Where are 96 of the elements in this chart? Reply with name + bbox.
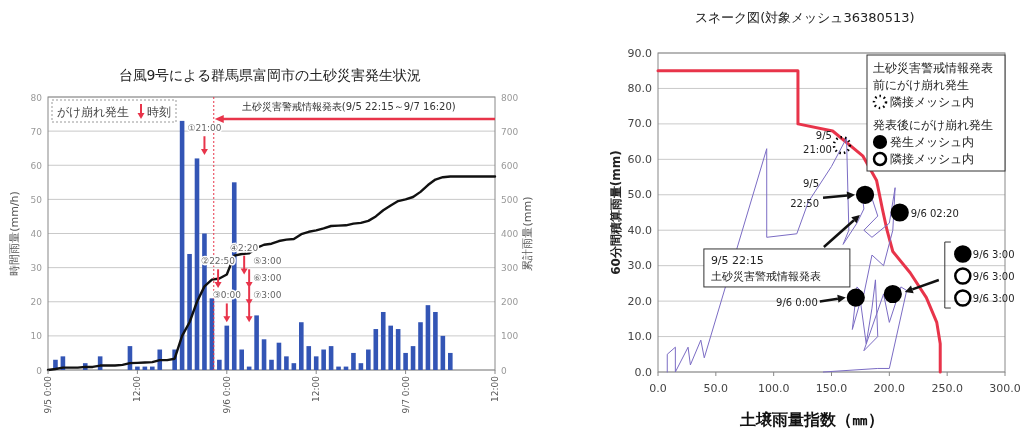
chart-title: 台風9号による群馬県富岡市の土砂災害発生状況 <box>118 67 422 83</box>
bar <box>388 325 393 370</box>
y-tick-label: 50.0 <box>627 188 652 202</box>
annotation: ⑦3:00 <box>253 290 282 301</box>
annotation: 9/5 22:50 <box>790 177 820 209</box>
point <box>890 203 909 222</box>
bar <box>403 352 408 370</box>
y-axis-title: 時間雨量(mm/h) <box>8 191 21 276</box>
annotation: ⑤3:00 <box>253 256 282 267</box>
y-axis-title: 60分間積算雨量(mm) <box>609 150 623 275</box>
x-tick-label: 50.0 <box>703 382 729 395</box>
bar <box>448 352 453 370</box>
x-tick-label: 12:00 <box>490 375 500 402</box>
bar <box>313 356 319 370</box>
line-series <box>46 175 497 372</box>
y-tick-label: 10.0 <box>627 330 652 344</box>
y2-tick-label: 100 <box>501 331 519 342</box>
y-tick-label: 30.0 <box>627 259 652 273</box>
annotation: 土砂災害警戒情報発表前にがけ崩れ発生 <box>873 61 993 92</box>
y-tick-label: 60 <box>30 160 43 171</box>
bar <box>418 322 423 370</box>
y2-tick-label: 0 <box>501 365 507 376</box>
x-tick-label: 250.0 <box>931 382 963 395</box>
bar <box>217 359 222 370</box>
legend-label: 隣接メッシュ内 <box>890 95 974 109</box>
y-tick-label: 10 <box>30 331 43 342</box>
y2-tick-label: 800 <box>501 92 519 103</box>
y-tick-label: 70.0 <box>627 117 652 131</box>
annotation: 発表後にがけ崩れ発生 <box>873 118 993 132</box>
y-tick-label: 20 <box>30 297 43 308</box>
y-tick-label: 40 <box>30 229 43 239</box>
x-tick-label: 300.0 <box>989 382 1021 395</box>
y-tick-label: 70 <box>30 126 43 137</box>
chart-title: スネーク図(対象メッシュ36380513) <box>695 10 915 25</box>
y2-axis-title: 累計雨量(mm) <box>521 196 534 271</box>
point <box>846 288 865 307</box>
annotation: 隣接メッシュ内 <box>890 152 974 166</box>
y-tick-label: 50 <box>30 194 43 205</box>
bar <box>150 366 155 370</box>
x-tick-label: 9/6 0:00 <box>221 375 232 414</box>
annotation: 9/5 22:15 土砂災害警戒情報発表 <box>710 253 821 283</box>
bar <box>239 349 244 370</box>
y-tick-label: 30 <box>30 263 43 274</box>
y2-tick-label: 400 <box>501 229 519 239</box>
annotation: 9/6 02:20 <box>910 207 959 219</box>
annotation: 土砂災害警戒情報発表(9/5 22:15～9/7 16:20) <box>241 101 456 112</box>
x-tick-label: 12:00 <box>311 375 322 402</box>
y-tick-label: 90.0 <box>627 46 652 60</box>
x-tick-label: 200.0 <box>873 382 906 395</box>
bar <box>291 363 297 370</box>
bar <box>135 366 140 370</box>
x-tick-label: 9/7 0:00 <box>400 375 411 414</box>
annotation: ①21:00 <box>187 123 222 134</box>
y-tick-label: 0 <box>36 365 43 376</box>
x-tick-label: 100.0 <box>757 382 790 395</box>
bar <box>254 315 259 370</box>
bar <box>351 352 356 370</box>
bar <box>187 253 192 370</box>
annotation: 9/6 3:00 <box>972 249 1015 261</box>
x-tick-label: 12:00 <box>132 375 143 402</box>
bar <box>306 346 312 370</box>
annotation: ⑥3:00 <box>253 273 282 284</box>
bar <box>336 366 341 370</box>
legend-label: 発生メッシュ内 <box>890 135 974 149</box>
point <box>832 135 852 155</box>
bar <box>269 359 274 370</box>
y-tick-label: 40.0 <box>627 223 652 237</box>
y2-tick-label: 300 <box>501 263 519 274</box>
annotation: がけ崩れ発生 <box>57 105 129 119</box>
y-tick-label: 20.0 <box>627 294 652 308</box>
bar <box>358 363 364 370</box>
x-tick-label: 9/5 0:00 <box>43 375 53 414</box>
y2-tick-label: 500 <box>501 194 519 205</box>
x-tick-label: 0.0 <box>649 382 667 395</box>
bar <box>433 311 438 370</box>
x-tick-label: 150.0 <box>815 382 848 395</box>
y-tick-label: 60.0 <box>627 152 652 166</box>
annotation: 9/6 3:00 <box>972 271 1015 283</box>
annotation: 時刻 <box>147 105 171 119</box>
y2-tick-label: 700 <box>501 126 519 137</box>
bar <box>380 311 386 370</box>
point <box>855 185 875 204</box>
bar <box>321 349 326 370</box>
y2-tick-label: 600 <box>501 160 519 171</box>
y-tick-label: 80 <box>30 92 43 103</box>
annotation: 9/6 3:00 <box>972 293 1015 305</box>
x-axis-title: 土壌雨量指数（㎜） <box>738 410 884 429</box>
annotation: 9/6 0:00 <box>776 296 818 308</box>
point <box>883 284 902 304</box>
y-tick-label: 80.0 <box>627 81 652 95</box>
bar <box>299 322 304 370</box>
bar <box>366 349 371 370</box>
y-tick-label: 0.0 <box>634 365 652 379</box>
annotation: 9/5 21:00 <box>803 130 832 156</box>
y2-tick-label: 200 <box>501 297 519 308</box>
bar <box>284 356 289 370</box>
